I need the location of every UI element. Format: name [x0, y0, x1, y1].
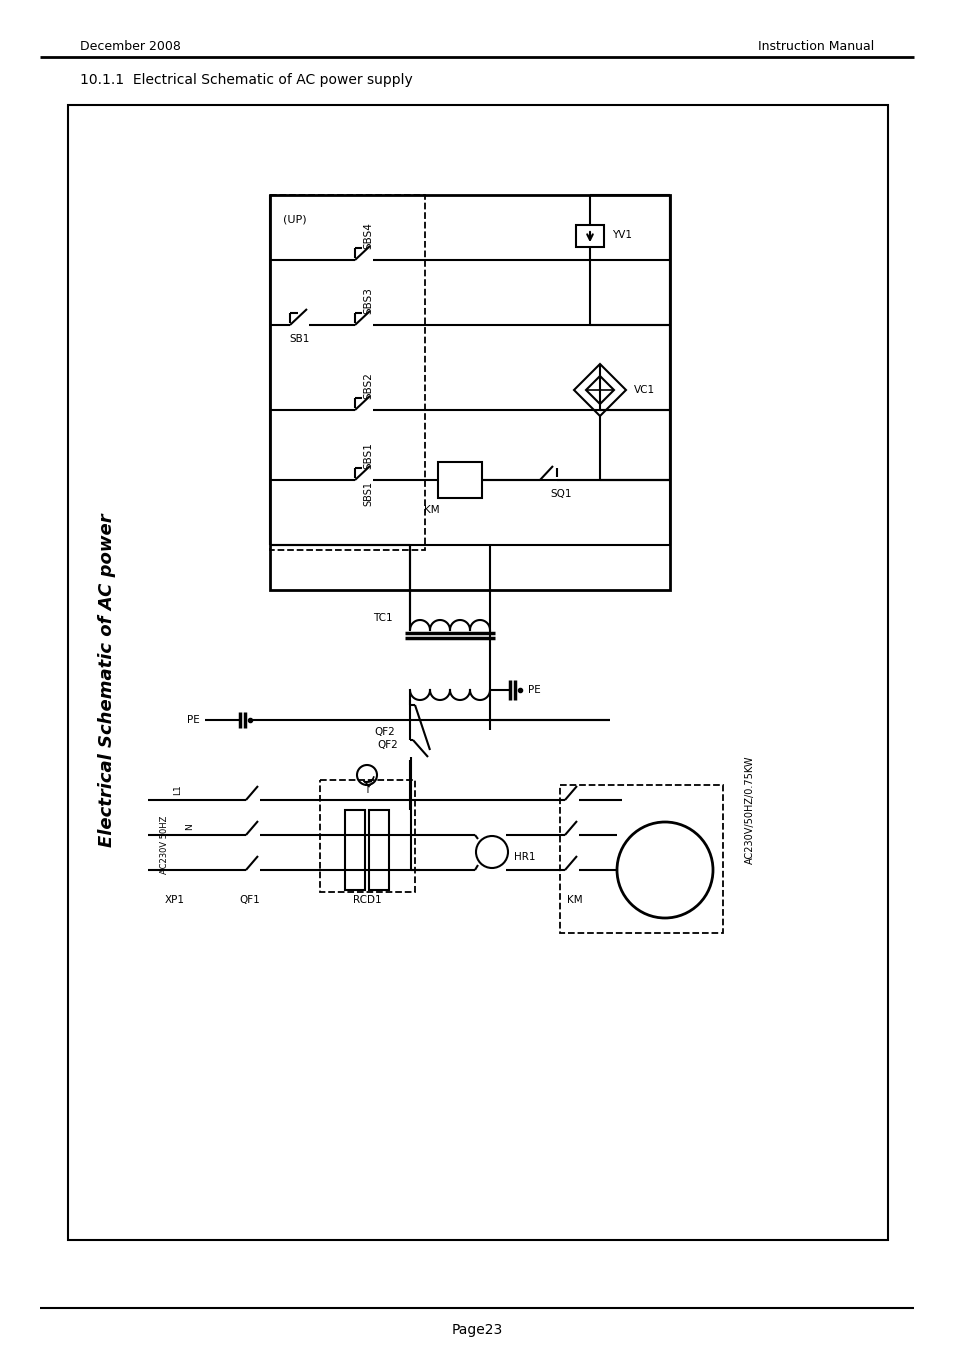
Text: QF2: QF2: [374, 728, 395, 737]
Bar: [437, 462, 481, 498]
Text: AC230V 50HZ: AC230V 50HZ: [160, 815, 170, 875]
Text: QF2: QF2: [376, 740, 397, 751]
Bar: [270, 194, 669, 590]
Text: AC230V/50HZ/0.75KW: AC230V/50HZ/0.75KW: [744, 756, 754, 864]
Text: SBS1: SBS1: [363, 482, 373, 506]
Text: TC1: TC1: [373, 613, 393, 622]
Bar: [345, 810, 365, 890]
Text: Electrical Schematic of AC power: Electrical Schematic of AC power: [98, 513, 116, 846]
Text: RCD1: RCD1: [353, 895, 381, 905]
Text: SB1: SB1: [290, 333, 310, 344]
Text: SBS1: SBS1: [363, 443, 373, 470]
Bar: [576, 225, 603, 247]
Text: SBS3: SBS3: [363, 288, 373, 315]
Text: N: N: [185, 824, 194, 830]
Text: KM: KM: [567, 895, 582, 905]
Circle shape: [476, 836, 507, 868]
Bar: [68, 105, 887, 1241]
Text: XP1: XP1: [165, 895, 185, 905]
Text: (UP): (UP): [283, 215, 307, 225]
Circle shape: [617, 822, 712, 918]
Bar: [559, 784, 722, 933]
Text: PE: PE: [187, 716, 200, 725]
Text: T: T: [364, 784, 370, 795]
Text: SBS2: SBS2: [363, 373, 373, 400]
Text: QF1: QF1: [239, 895, 260, 905]
Text: HR1: HR1: [514, 852, 535, 863]
Text: VC1: VC1: [634, 385, 655, 396]
Text: 10.1.1  Electrical Schematic of AC power supply: 10.1.1 Electrical Schematic of AC power …: [80, 73, 413, 86]
Text: YV1: YV1: [612, 230, 631, 240]
Text: SQ1: SQ1: [550, 489, 571, 500]
Text: PE: PE: [527, 684, 540, 695]
Text: Instruction Manual: Instruction Manual: [757, 40, 873, 54]
Bar: [270, 194, 424, 549]
Text: L1: L1: [173, 784, 182, 795]
Text: KM: KM: [424, 505, 439, 514]
Text: December 2008: December 2008: [80, 40, 181, 54]
Text: M1: M1: [644, 859, 684, 882]
Text: SBS4: SBS4: [363, 223, 373, 250]
Bar: [319, 780, 415, 892]
Bar: [369, 810, 389, 890]
Text: Page23: Page23: [451, 1323, 502, 1336]
